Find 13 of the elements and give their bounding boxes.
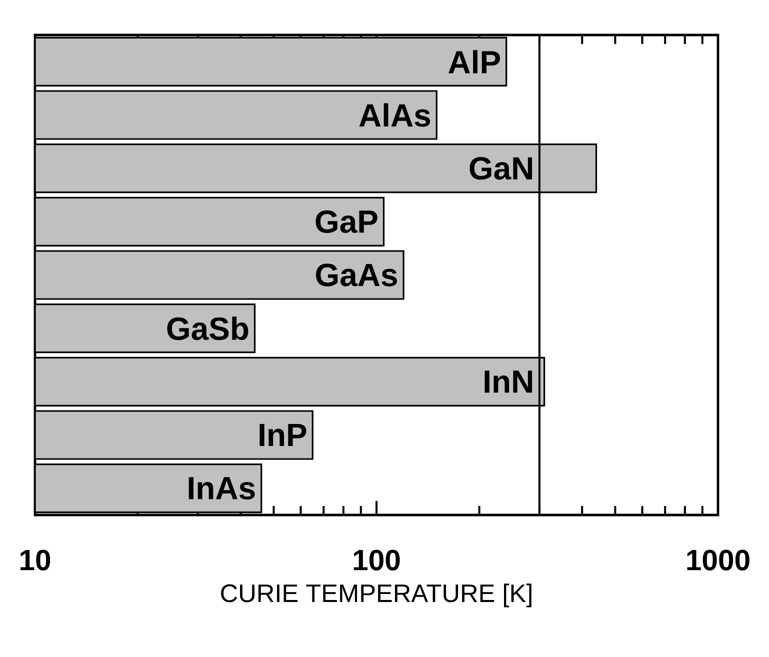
y-tick-label: GaP	[316, 210, 378, 233]
x-tick-label: 100	[354, 550, 400, 570]
y-tick-label: AlP	[448, 50, 500, 74]
y-tick-label: GaAs	[316, 264, 397, 286]
y-tick-label: GaSb	[167, 316, 248, 340]
x-axis-title: CURIE TEMPERATURE [K]	[221, 584, 532, 608]
y-tick-label: InAs	[188, 477, 255, 500]
y-tick-label: InP	[260, 424, 306, 446]
y-tick-label: InN	[484, 370, 532, 393]
x-tick-label: 1000	[687, 550, 750, 570]
y-tick-label: GaN	[470, 157, 532, 180]
x-tick-label: 10	[20, 550, 50, 570]
y-tick-label: AlAs	[359, 103, 430, 127]
